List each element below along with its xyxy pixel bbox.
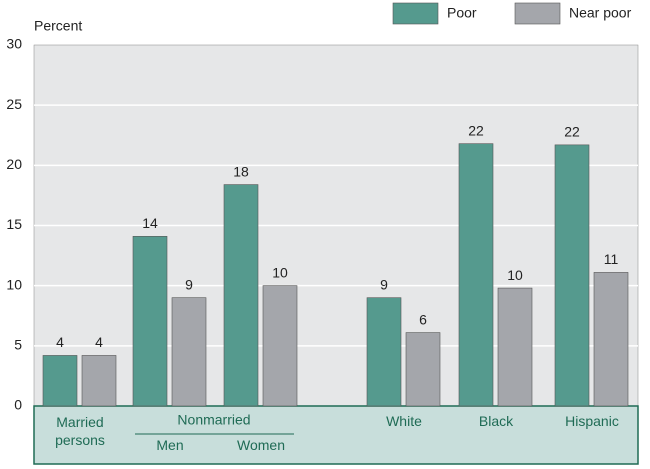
- y-tick-label: 30: [6, 36, 22, 52]
- bar: [81, 355, 117, 407]
- y-tick-label: 15: [6, 216, 22, 232]
- x-tick-label: White: [386, 413, 422, 429]
- y-tick-label: 10: [6, 276, 22, 292]
- value-label: 10: [507, 267, 523, 283]
- value-label: 18: [233, 163, 249, 179]
- category-band: [33, 405, 639, 465]
- bar: [223, 184, 259, 407]
- bar: [554, 144, 590, 407]
- x-tick-label: Women: [237, 437, 285, 453]
- y-axis-title: Percent: [34, 18, 82, 34]
- x-tick-label: Hispanic: [565, 413, 619, 429]
- bar: [42, 355, 78, 407]
- bar: [262, 285, 298, 407]
- value-label: 14: [142, 215, 158, 231]
- legend-swatch: [514, 2, 561, 25]
- y-tick-label: 25: [6, 96, 22, 112]
- value-label: 4: [56, 334, 64, 350]
- x-tick-label: Men: [156, 437, 184, 453]
- legend-label: Near poor: [569, 5, 632, 21]
- value-label: 4: [95, 334, 103, 350]
- legend-swatch: [392, 2, 439, 25]
- y-tick-label: 5: [14, 337, 22, 353]
- bar: [171, 297, 207, 407]
- group-label: Nonmarried: [177, 412, 250, 428]
- bar: [366, 297, 402, 407]
- value-label: 11: [604, 251, 619, 267]
- bar: [458, 143, 494, 407]
- value-label: 9: [185, 276, 193, 292]
- value-label: 10: [272, 264, 288, 280]
- value-label: 22: [468, 122, 484, 138]
- value-label: 22: [564, 124, 580, 140]
- bar: [132, 236, 168, 407]
- legend-label: Poor: [447, 5, 477, 21]
- value-label: 9: [380, 276, 388, 292]
- value-label: 6: [419, 311, 427, 327]
- x-tick-label: Black: [478, 413, 514, 429]
- y-tick-label: 0: [14, 397, 22, 413]
- x-tick-label: Married persons: [55, 414, 105, 448]
- bar: [593, 272, 629, 407]
- bar: [497, 287, 533, 407]
- bar: [405, 332, 441, 407]
- y-tick-label: 20: [6, 156, 22, 172]
